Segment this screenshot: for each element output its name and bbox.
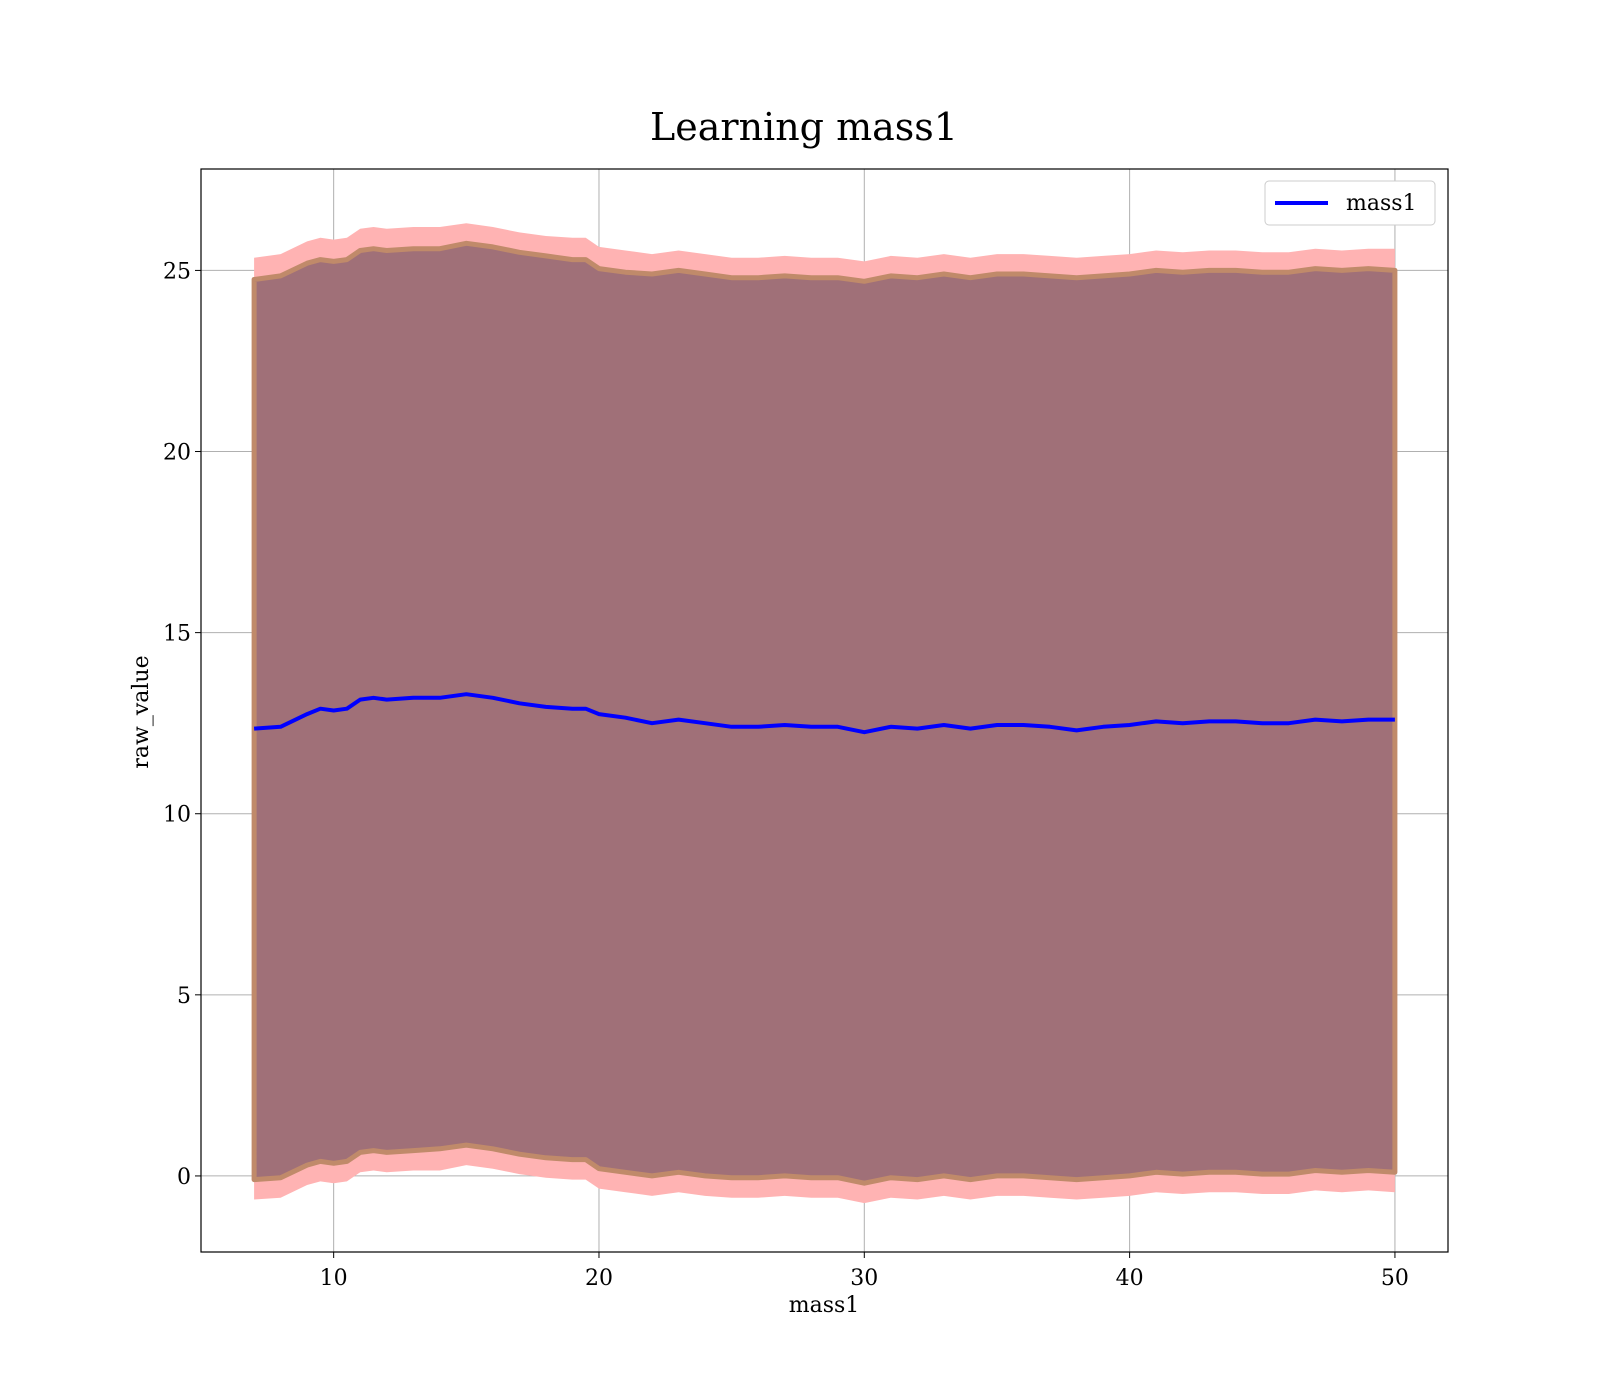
y-axis-ticks: 0 5 10 15 20 25	[163, 259, 201, 1190]
x-axis-title: mass1	[789, 1293, 860, 1318]
x-tick-label: 30	[850, 1266, 878, 1291]
legend-label: mass1	[1346, 191, 1417, 216]
y-tick-label: 15	[163, 622, 191, 647]
x-tick-label: 20	[585, 1266, 613, 1291]
chart-title: Learning mass1	[650, 105, 958, 149]
x-tick-label: 50	[1381, 1266, 1409, 1291]
x-tick-label: 40	[1116, 1266, 1144, 1291]
y-axis-title: raw_value	[129, 655, 154, 768]
y-tick-label: 10	[163, 803, 191, 828]
uncertainty-bands	[251, 223, 1398, 1204]
x-tick-label: 10	[320, 1266, 348, 1291]
series-lines	[253, 692, 1395, 735]
inner-band	[251, 240, 1398, 1186]
y-tick-label: 0	[177, 1165, 191, 1190]
plot-frame	[200, 168, 1449, 1253]
x-axis-ticks: 10 20 30 40 50	[320, 1252, 1409, 1291]
y-tick-label: 25	[163, 259, 191, 284]
series-line-mass1	[253, 692, 1395, 735]
legend: mass1	[1264, 180, 1436, 226]
y-tick-label: 20	[163, 441, 191, 466]
y-tick-label: 5	[177, 984, 191, 1009]
legend-box	[1264, 180, 1436, 226]
